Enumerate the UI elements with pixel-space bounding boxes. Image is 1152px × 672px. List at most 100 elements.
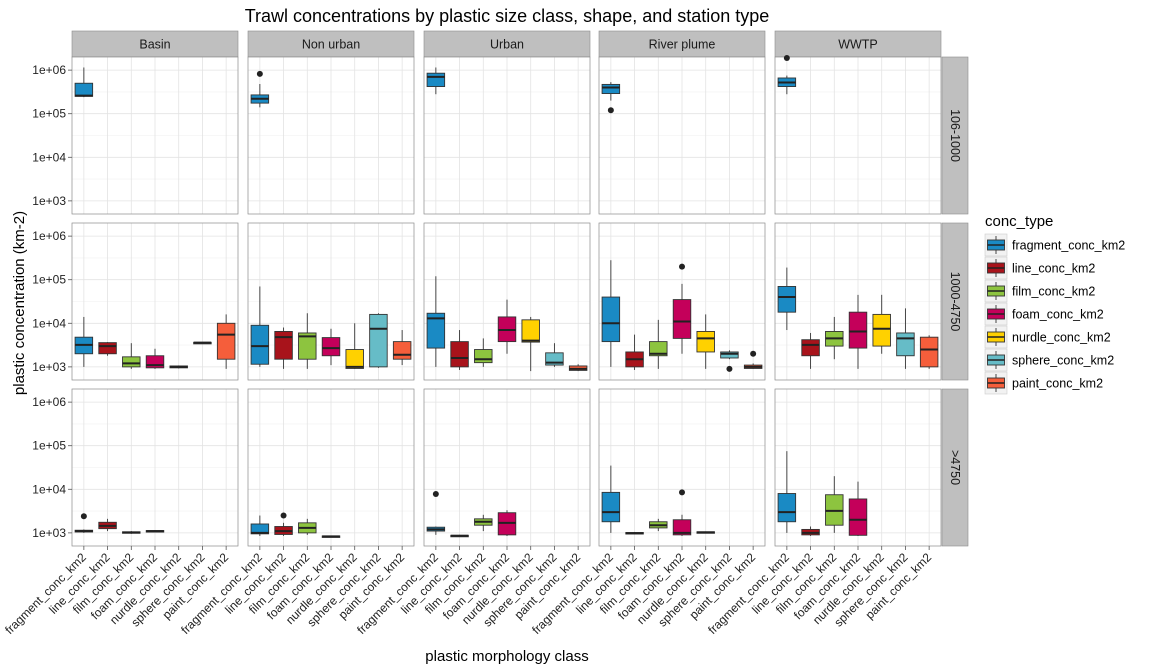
box-film_conc_km2 — [825, 476, 844, 533]
facet-strip-label: WWTP — [838, 38, 878, 52]
outlier-point — [256, 70, 263, 77]
outlier-point — [80, 513, 87, 520]
facet-strip-0 — [71, 30, 239, 58]
chart-title: Trawl concentrations by plastic size cla… — [245, 6, 770, 26]
box-iqr — [74, 82, 94, 97]
box-fragment_conc_km2 — [777, 267, 797, 331]
box-line_conc_km2 — [274, 327, 293, 369]
facet-strip-1 — [247, 30, 415, 58]
panel-border — [247, 56, 415, 215]
box-iqr — [98, 342, 117, 355]
panel-border — [774, 56, 942, 215]
box-iqr — [601, 296, 621, 343]
legend-label: nurdle_conc_km2 — [1012, 331, 1111, 345]
box-iqr — [392, 341, 412, 360]
box-iqr — [696, 330, 715, 353]
y-tick-label: 1e+04 — [32, 482, 66, 496]
panel-border — [598, 56, 766, 215]
box-iqr — [426, 72, 446, 87]
box-fragment_conc_km2 — [250, 70, 270, 108]
legend-label: line_conc_km2 — [1012, 262, 1095, 276]
outlier-point — [280, 512, 287, 519]
legend-label: film_conc_km2 — [1012, 285, 1095, 299]
y-tick-label: 1e+04 — [32, 316, 66, 330]
box-line_conc_km2 — [98, 342, 117, 356]
y-tick-label: 1e+06 — [32, 63, 66, 77]
box-iqr — [919, 336, 939, 368]
box-fragment_conc_km2 — [601, 82, 621, 114]
outlier-point — [726, 365, 733, 372]
box-iqr — [216, 322, 236, 360]
box-foam_conc_km2 — [321, 535, 341, 538]
outlier-point — [432, 490, 439, 497]
y-tick-label: 1e+04 — [32, 150, 66, 164]
box-foam_conc_km2 — [672, 489, 692, 536]
legend-entry-line_conc_km2: line_conc_km2 — [984, 256, 1095, 280]
box-film_conc_km2 — [298, 313, 317, 369]
facet-strip-2 — [423, 30, 591, 58]
panel-border — [247, 222, 415, 381]
box-fragment_conc_km2 — [426, 490, 446, 535]
facet-strip-label: Non urban — [302, 38, 360, 52]
box-foam_conc_km2 — [848, 481, 868, 536]
box-iqr — [521, 319, 540, 343]
box-foam_conc_km2 — [497, 510, 517, 536]
box-sphere_conc_km2 — [545, 343, 564, 367]
legend-label: sphere_conc_km2 — [1012, 354, 1114, 368]
box-foam_conc_km2 — [848, 294, 868, 369]
legend-entry-sphere_conc_km2: sphere_conc_km2 — [984, 348, 1114, 372]
box-line_conc_km2 — [801, 526, 820, 536]
box-iqr — [426, 312, 446, 349]
legend-entry-foam_conc_km2: foam_conc_km2 — [984, 302, 1104, 326]
box-line_conc_km2 — [450, 534, 469, 538]
outlier-point — [607, 107, 614, 114]
y-tick-label: 1e+03 — [32, 526, 66, 540]
legend: conc_type fragment_conc_km2 line_conc_km2f… — [984, 213, 1125, 395]
box-iqr — [848, 311, 868, 349]
panel-border — [71, 222, 239, 381]
panel-0-1 — [247, 56, 415, 215]
box-line_conc_km2 — [625, 334, 644, 370]
box-film_conc_km2 — [298, 518, 317, 535]
outlier-point — [750, 350, 757, 357]
panel-border — [598, 222, 766, 381]
facet-strip-3 — [598, 30, 766, 58]
box-iqr — [274, 330, 293, 360]
box-iqr — [872, 313, 891, 347]
outlier-point — [783, 54, 790, 61]
box-line_conc_km2 — [450, 330, 469, 370]
box-line_conc_km2 — [274, 512, 293, 536]
facet-strip-label: Urban — [490, 38, 524, 52]
facet-strip-label: Basin — [139, 38, 170, 52]
box-paint_conc_km2 — [743, 350, 763, 369]
box-film_conc_km2 — [474, 514, 493, 532]
facet-row-label: >4750 — [948, 450, 962, 485]
legend-entry-nurdle_conc_km2: nurdle_conc_km2 — [984, 325, 1111, 349]
box-iqr — [848, 498, 868, 536]
legend-entry-paint_conc_km2: paint_conc_km2 — [984, 371, 1103, 395]
box-iqr — [777, 286, 797, 313]
box-foam_conc_km2 — [321, 328, 341, 366]
facet-strip-4 — [774, 30, 942, 58]
box-iqr — [601, 83, 621, 95]
y-tick-label: 1e+05 — [32, 107, 66, 121]
box-sphere_conc_km2 — [896, 308, 915, 369]
box-iqr — [345, 349, 364, 369]
box-nurdle_conc_km2 — [521, 316, 540, 372]
box-fragment_conc_km2 — [601, 260, 621, 367]
panel-2-0 — [71, 388, 239, 547]
box-nurdle_conc_km2 — [169, 365, 188, 369]
box-fragment_conc_km2 — [74, 513, 94, 533]
box-fragment_conc_km2 — [601, 465, 621, 533]
facet-row-strip-1 — [941, 222, 969, 381]
x-axis-title: plastic morphology class — [425, 648, 588, 665]
outlier-point — [679, 489, 685, 496]
legend-title: conc_type — [985, 213, 1053, 230]
box-iqr — [122, 356, 141, 368]
box-film_conc_km2 — [122, 343, 141, 369]
y-tick-label: 1e+03 — [32, 194, 66, 208]
box-iqr — [369, 313, 388, 368]
panel-0-2 — [423, 56, 591, 215]
box-film_conc_km2 — [474, 338, 493, 367]
box-foam_conc_km2 — [145, 348, 165, 369]
